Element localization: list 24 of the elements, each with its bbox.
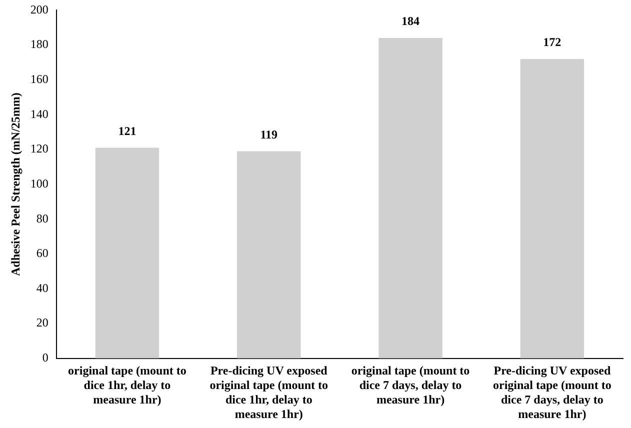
y-tick-label: 200 (30, 2, 48, 16)
x-tick-label: original tape (mount to dice 7 days, delay to measure 1hr) (351, 364, 470, 406)
x-tick-label: Pre-dicing UV exposed original tape (mount to dice 7 days, delay to measure 1hr) (493, 364, 612, 421)
bar (237, 151, 301, 358)
y-axis-title: Adhesive Peel Strength (mN/25mm) (8, 92, 22, 276)
y-tick-label: 180 (30, 37, 48, 52)
bar (95, 148, 160, 358)
y-tick-label: 60 (36, 246, 48, 260)
y-tick-label: 40 (36, 280, 48, 295)
data-label: 119 (260, 127, 278, 142)
data-label: 172 (543, 35, 562, 50)
y-tick-label: 100 (30, 176, 48, 190)
y-tick-label: 140 (30, 106, 48, 121)
bar (378, 38, 442, 358)
bar (520, 58, 584, 358)
y-tick-label: 20 (36, 316, 48, 330)
y-tick-label: 120 (30, 142, 48, 156)
y-tick-label: 0 (42, 350, 48, 365)
x-tick-label: Pre-dicing UV exposed original tape (mount to dice 1hr, delay to measure 1hr) (210, 364, 328, 421)
data-label: 184 (402, 14, 420, 28)
y-tick-label: 160 (30, 72, 48, 86)
x-tick-label: original tape (mount to dice 1hr, delay to measure 1hr) (68, 364, 186, 406)
y-tick-label: 80 (36, 211, 48, 226)
data-label: 121 (118, 124, 136, 138)
